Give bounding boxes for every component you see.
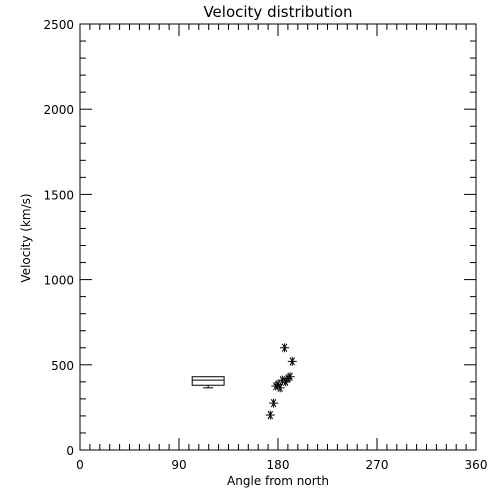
y-tick-label: 1000: [43, 274, 74, 288]
y-tick-label: 2000: [43, 103, 74, 117]
box-plot: [191, 376, 225, 389]
x-tick-label: 360: [465, 458, 488, 472]
x-tick-label: 180: [267, 458, 290, 472]
chart-title: Velocity distribution: [203, 3, 352, 21]
scatter-points: [265, 343, 297, 420]
data-point: [285, 372, 295, 382]
data-point: [277, 375, 287, 385]
x-tick-label: 270: [366, 458, 389, 472]
y-tick-label: 0: [66, 444, 74, 458]
x-tick-label: 0: [76, 458, 84, 472]
y-tick-label: 2500: [43, 18, 74, 32]
x-axis-label: Angle from north: [227, 474, 329, 488]
axis-ticks: 0 90 180 270 360 0 500 1000 1500 2000 2500: [43, 18, 487, 472]
box-body: [191, 376, 225, 386]
y-axis-label: Velocity (km/s): [19, 193, 33, 282]
data-point: [269, 398, 279, 408]
data-point: [275, 383, 285, 393]
y-tick-label: 500: [51, 359, 74, 373]
x-tick-label: 90: [171, 458, 186, 472]
data-point: [265, 410, 275, 420]
data-point: [287, 356, 297, 366]
y-tick-label: 1500: [43, 188, 74, 202]
data-point: [280, 343, 290, 353]
